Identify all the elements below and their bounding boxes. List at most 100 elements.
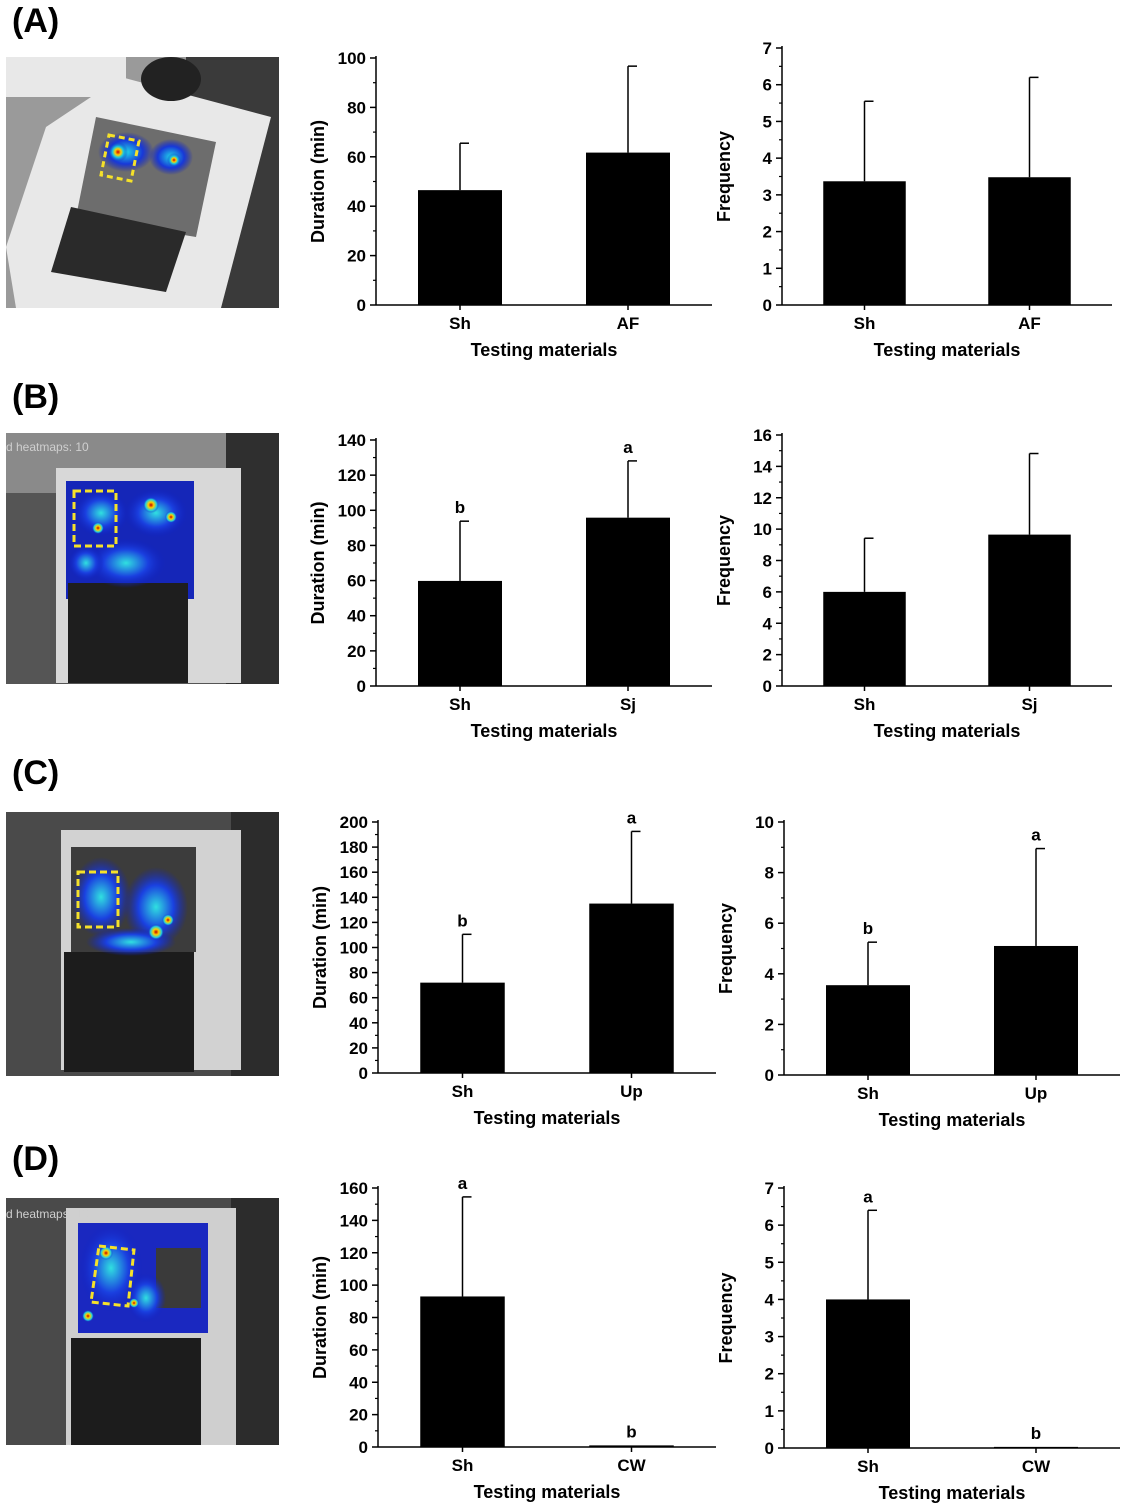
y-tick-label: 120 bbox=[340, 1244, 368, 1263]
x-tick-label: AF bbox=[1018, 314, 1041, 333]
x-axis-label: Testing materials bbox=[471, 721, 618, 741]
y-tick-label: 10 bbox=[753, 520, 772, 539]
y-axis-label: Duration (min) bbox=[308, 502, 328, 625]
frequency-bar bbox=[988, 534, 1071, 686]
y-tick-label: 140 bbox=[340, 1211, 368, 1230]
x-axis-label: Testing materials bbox=[471, 340, 618, 360]
y-tick-label: 80 bbox=[349, 1309, 368, 1328]
y-tick-label: 60 bbox=[347, 572, 366, 591]
y-tick-label: 2 bbox=[763, 223, 772, 242]
y-tick-label: 8 bbox=[765, 864, 774, 883]
y-tick-label: 2 bbox=[765, 1365, 774, 1384]
y-tick-label: 200 bbox=[340, 813, 368, 832]
y-tick-label: 0 bbox=[765, 1439, 774, 1458]
significance-letter: b bbox=[863, 919, 873, 938]
y-tick-label: 80 bbox=[347, 98, 366, 117]
y-tick-label: 0 bbox=[763, 677, 772, 696]
x-axis-label: Testing materials bbox=[879, 1483, 1026, 1503]
y-tick-label: 100 bbox=[338, 49, 366, 68]
y-tick-label: 6 bbox=[765, 914, 774, 933]
y-tick-label: 5 bbox=[763, 112, 772, 131]
y-tick-label: 4 bbox=[765, 965, 775, 984]
y-tick-label: 40 bbox=[347, 197, 366, 216]
y-tick-label: 0 bbox=[765, 1066, 774, 1085]
y-tick-label: 5 bbox=[765, 1253, 774, 1272]
y-tick-label: 180 bbox=[340, 838, 368, 857]
significance-letter: b bbox=[457, 911, 467, 930]
y-tick-label: 16 bbox=[753, 426, 772, 445]
y-axis-label: Frequency bbox=[714, 131, 734, 222]
x-axis-label: Testing materials bbox=[874, 340, 1021, 360]
y-tick-label: 40 bbox=[349, 1373, 368, 1392]
heatmap-photo-a bbox=[6, 57, 279, 308]
x-tick-label: CW bbox=[1022, 1457, 1051, 1476]
photo-overlay-text: d heatmaps: 10 bbox=[6, 1207, 89, 1221]
x-tick-label: Sh bbox=[449, 695, 471, 714]
y-tick-label: 140 bbox=[340, 888, 368, 907]
y-tick-label: 100 bbox=[340, 1276, 368, 1295]
y-tick-label: 80 bbox=[349, 964, 368, 983]
y-tick-label: 0 bbox=[359, 1064, 368, 1083]
x-axis-label: Testing materials bbox=[874, 721, 1021, 741]
significance-letter: b bbox=[455, 498, 465, 517]
y-tick-label: 60 bbox=[347, 148, 366, 167]
significance-letter: a bbox=[863, 1187, 873, 1206]
y-tick-label: 60 bbox=[349, 989, 368, 1008]
y-tick-label: 7 bbox=[763, 39, 772, 58]
duration-bar bbox=[589, 903, 674, 1073]
y-tick-label: 10 bbox=[755, 813, 774, 832]
y-tick-label: 160 bbox=[340, 1179, 368, 1198]
y-tick-label: 100 bbox=[340, 939, 368, 958]
x-tick-label: CW bbox=[617, 1456, 646, 1475]
heatmap-photo-c bbox=[6, 812, 279, 1076]
frequency-bar bbox=[988, 177, 1071, 305]
x-axis-label: Testing materials bbox=[474, 1108, 621, 1128]
photo-overlay-text: d heatmaps: 10 bbox=[6, 440, 89, 454]
significance-letter: b bbox=[626, 1422, 636, 1441]
y-tick-label: 140 bbox=[338, 431, 366, 450]
x-tick-label: Sh bbox=[452, 1082, 474, 1101]
y-tick-label: 1 bbox=[765, 1402, 774, 1421]
duration-bar bbox=[418, 580, 502, 686]
duration-bar bbox=[589, 1445, 674, 1447]
x-tick-label: Sh bbox=[452, 1456, 474, 1475]
significance-letter: a bbox=[623, 438, 633, 457]
y-tick-label: 20 bbox=[347, 247, 366, 266]
duration-bar bbox=[420, 1296, 505, 1447]
x-tick-label: Sh bbox=[854, 695, 876, 714]
x-tick-label: Sj bbox=[620, 695, 636, 714]
y-tick-label: 160 bbox=[340, 863, 368, 882]
duration-bar bbox=[586, 152, 670, 305]
y-tick-label: 20 bbox=[349, 1039, 368, 1058]
frequency-bar bbox=[823, 181, 906, 305]
x-tick-label: Sh bbox=[854, 314, 876, 333]
y-tick-label: 120 bbox=[338, 466, 366, 485]
y-tick-label: 20 bbox=[349, 1406, 368, 1425]
y-axis-label: Frequency bbox=[714, 515, 734, 606]
y-tick-label: 20 bbox=[347, 642, 366, 661]
frequency-bar bbox=[823, 591, 906, 686]
significance-letter: a bbox=[1031, 826, 1041, 845]
duration-bar bbox=[418, 190, 502, 305]
x-axis-label: Testing materials bbox=[474, 1482, 621, 1502]
x-tick-label: Sh bbox=[857, 1084, 879, 1103]
panel-label-d: (D) bbox=[12, 1140, 60, 1178]
x-tick-label: Sh bbox=[857, 1457, 879, 1476]
y-tick-label: 4 bbox=[763, 614, 773, 633]
y-tick-label: 40 bbox=[349, 1014, 368, 1033]
significance-letter: a bbox=[627, 808, 637, 827]
y-tick-label: 80 bbox=[347, 536, 366, 555]
y-tick-label: 6 bbox=[763, 583, 772, 602]
y-axis-label: Frequency bbox=[716, 1272, 736, 1363]
y-axis-label: Duration (min) bbox=[310, 1256, 330, 1379]
y-tick-label: 2 bbox=[765, 1015, 774, 1034]
heatmap-photo-d: d heatmaps: 10 bbox=[6, 1198, 279, 1445]
duration-bar bbox=[420, 982, 505, 1073]
frequency-bar bbox=[826, 1299, 910, 1448]
y-tick-label: 8 bbox=[763, 552, 772, 571]
y-tick-label: 3 bbox=[765, 1328, 774, 1347]
duration-bar bbox=[586, 517, 670, 686]
heatmap-photo-b: d heatmaps: 10 bbox=[6, 433, 279, 684]
panel-label-a: (A) bbox=[12, 2, 60, 40]
